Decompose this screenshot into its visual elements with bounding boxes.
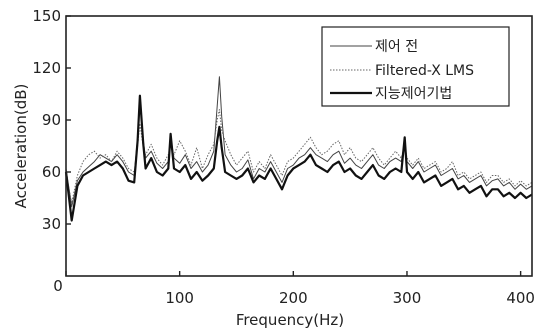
y-tick-label-2: 90: [42, 111, 61, 129]
y-tick-label-1: 60: [42, 163, 61, 181]
x-tick-label-1: 100: [165, 289, 194, 307]
y-tick-label-3: 120: [32, 59, 61, 77]
legend-label-0: 제어 전: [375, 39, 418, 55]
legend: 제어 전 Filtered-X LMS 지능제어기법: [321, 26, 510, 107]
ticks-layer: 0 100 200 300 400 30 60 90 120 150: [32, 7, 535, 307]
x-tick-label-3: 300: [393, 289, 422, 307]
legend-label-2: 지능제어기법: [375, 86, 452, 102]
legend-label-1: Filtered-X LMS: [375, 63, 474, 79]
x-tick-label-2: 200: [279, 289, 308, 307]
y-axis-label: Acceleration(dB): [12, 84, 30, 209]
y-tick-label-4: 150: [32, 7, 61, 25]
plot-frame: [65, 15, 533, 277]
x-axis-label: Frequency(Hz): [236, 311, 344, 329]
series-line-2: [64, 94, 533, 222]
x-tick-label-4: 400: [506, 289, 535, 307]
y-tick-label-0: 30: [42, 215, 61, 233]
x-tick-label-0: 0: [53, 277, 63, 295]
series-layer: [64, 76, 533, 222]
